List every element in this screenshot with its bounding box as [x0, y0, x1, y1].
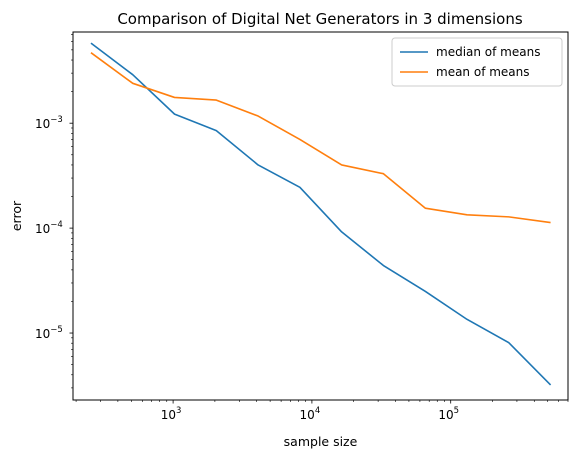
x-tick-label: 105: [438, 406, 459, 422]
chart-title: Comparison of Digital Net Generators in …: [117, 10, 523, 28]
axis-ticks: 103 104 105 10−3 10−4 10−5: [35, 34, 569, 422]
x-tick-label: 103: [161, 406, 182, 422]
y-axis-label: error: [9, 200, 24, 231]
y-tick-label: 10−3: [35, 115, 63, 131]
series-line-1: [90, 42, 552, 386]
legend-label-1: median of means: [436, 45, 540, 59]
x-axis-label: sample size: [284, 434, 358, 449]
legend-label-2: mean of means: [436, 65, 530, 79]
plot-area: [72, 31, 569, 401]
x-tick-label: 104: [300, 406, 321, 422]
legend: median of means mean of means: [391, 37, 563, 87]
y-tick-label: 10−5: [35, 325, 63, 341]
series-lines: [90, 42, 552, 386]
series-line-2: [90, 52, 551, 224]
y-tick-label: 10−4: [35, 220, 63, 236]
legend-box: [391, 37, 563, 87]
